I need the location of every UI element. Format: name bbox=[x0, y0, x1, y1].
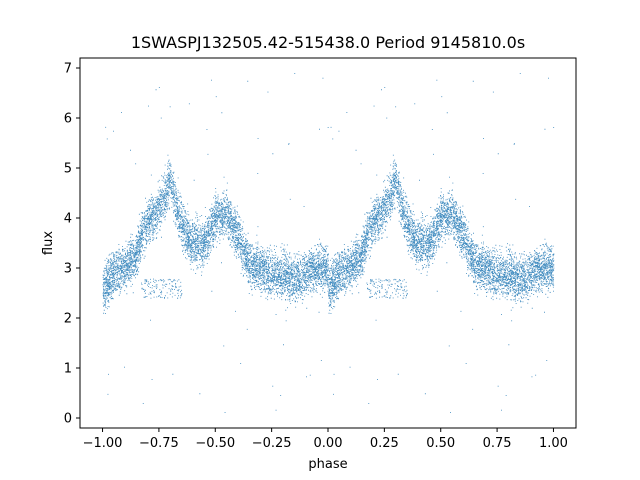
x-tick-label: −0.25 bbox=[252, 436, 292, 451]
chart-title: 1SWASPJ132505.42-515438.0 Period 9145810… bbox=[131, 33, 525, 52]
y-tick-label: 4 bbox=[64, 212, 72, 227]
y-tick-label: 7 bbox=[64, 62, 72, 77]
scatter-points bbox=[102, 73, 555, 413]
x-tick-label: −0.75 bbox=[139, 436, 179, 451]
y-tick-label: 3 bbox=[64, 262, 72, 277]
x-tick-label: 0.50 bbox=[426, 436, 455, 451]
x-tick-label: 1.00 bbox=[539, 436, 568, 451]
y-tick-label: 0 bbox=[64, 412, 72, 427]
x-axis-title: phase bbox=[308, 457, 347, 472]
y-tick-label: 6 bbox=[64, 112, 72, 127]
y-axis-title: flux bbox=[41, 231, 56, 255]
y-tick-label: 5 bbox=[64, 162, 72, 177]
y-tick-label: 2 bbox=[64, 312, 72, 327]
x-tick-label: −1.00 bbox=[83, 436, 123, 451]
x-tick-label: −0.50 bbox=[195, 436, 235, 451]
x-tick-label: 0.25 bbox=[370, 436, 399, 451]
data-points bbox=[102, 73, 555, 413]
x-axis: −1.00 −0.75 −0.50 −0.25 0.00 0.25 0.50 0.75 1.00 bbox=[83, 428, 568, 451]
y-tick-label: 1 bbox=[64, 362, 72, 377]
x-tick-label: 0.75 bbox=[483, 436, 512, 451]
y-axis: 0 1 2 3 4 5 6 7 bbox=[64, 62, 80, 427]
x-tick-label: 0.00 bbox=[314, 436, 343, 451]
